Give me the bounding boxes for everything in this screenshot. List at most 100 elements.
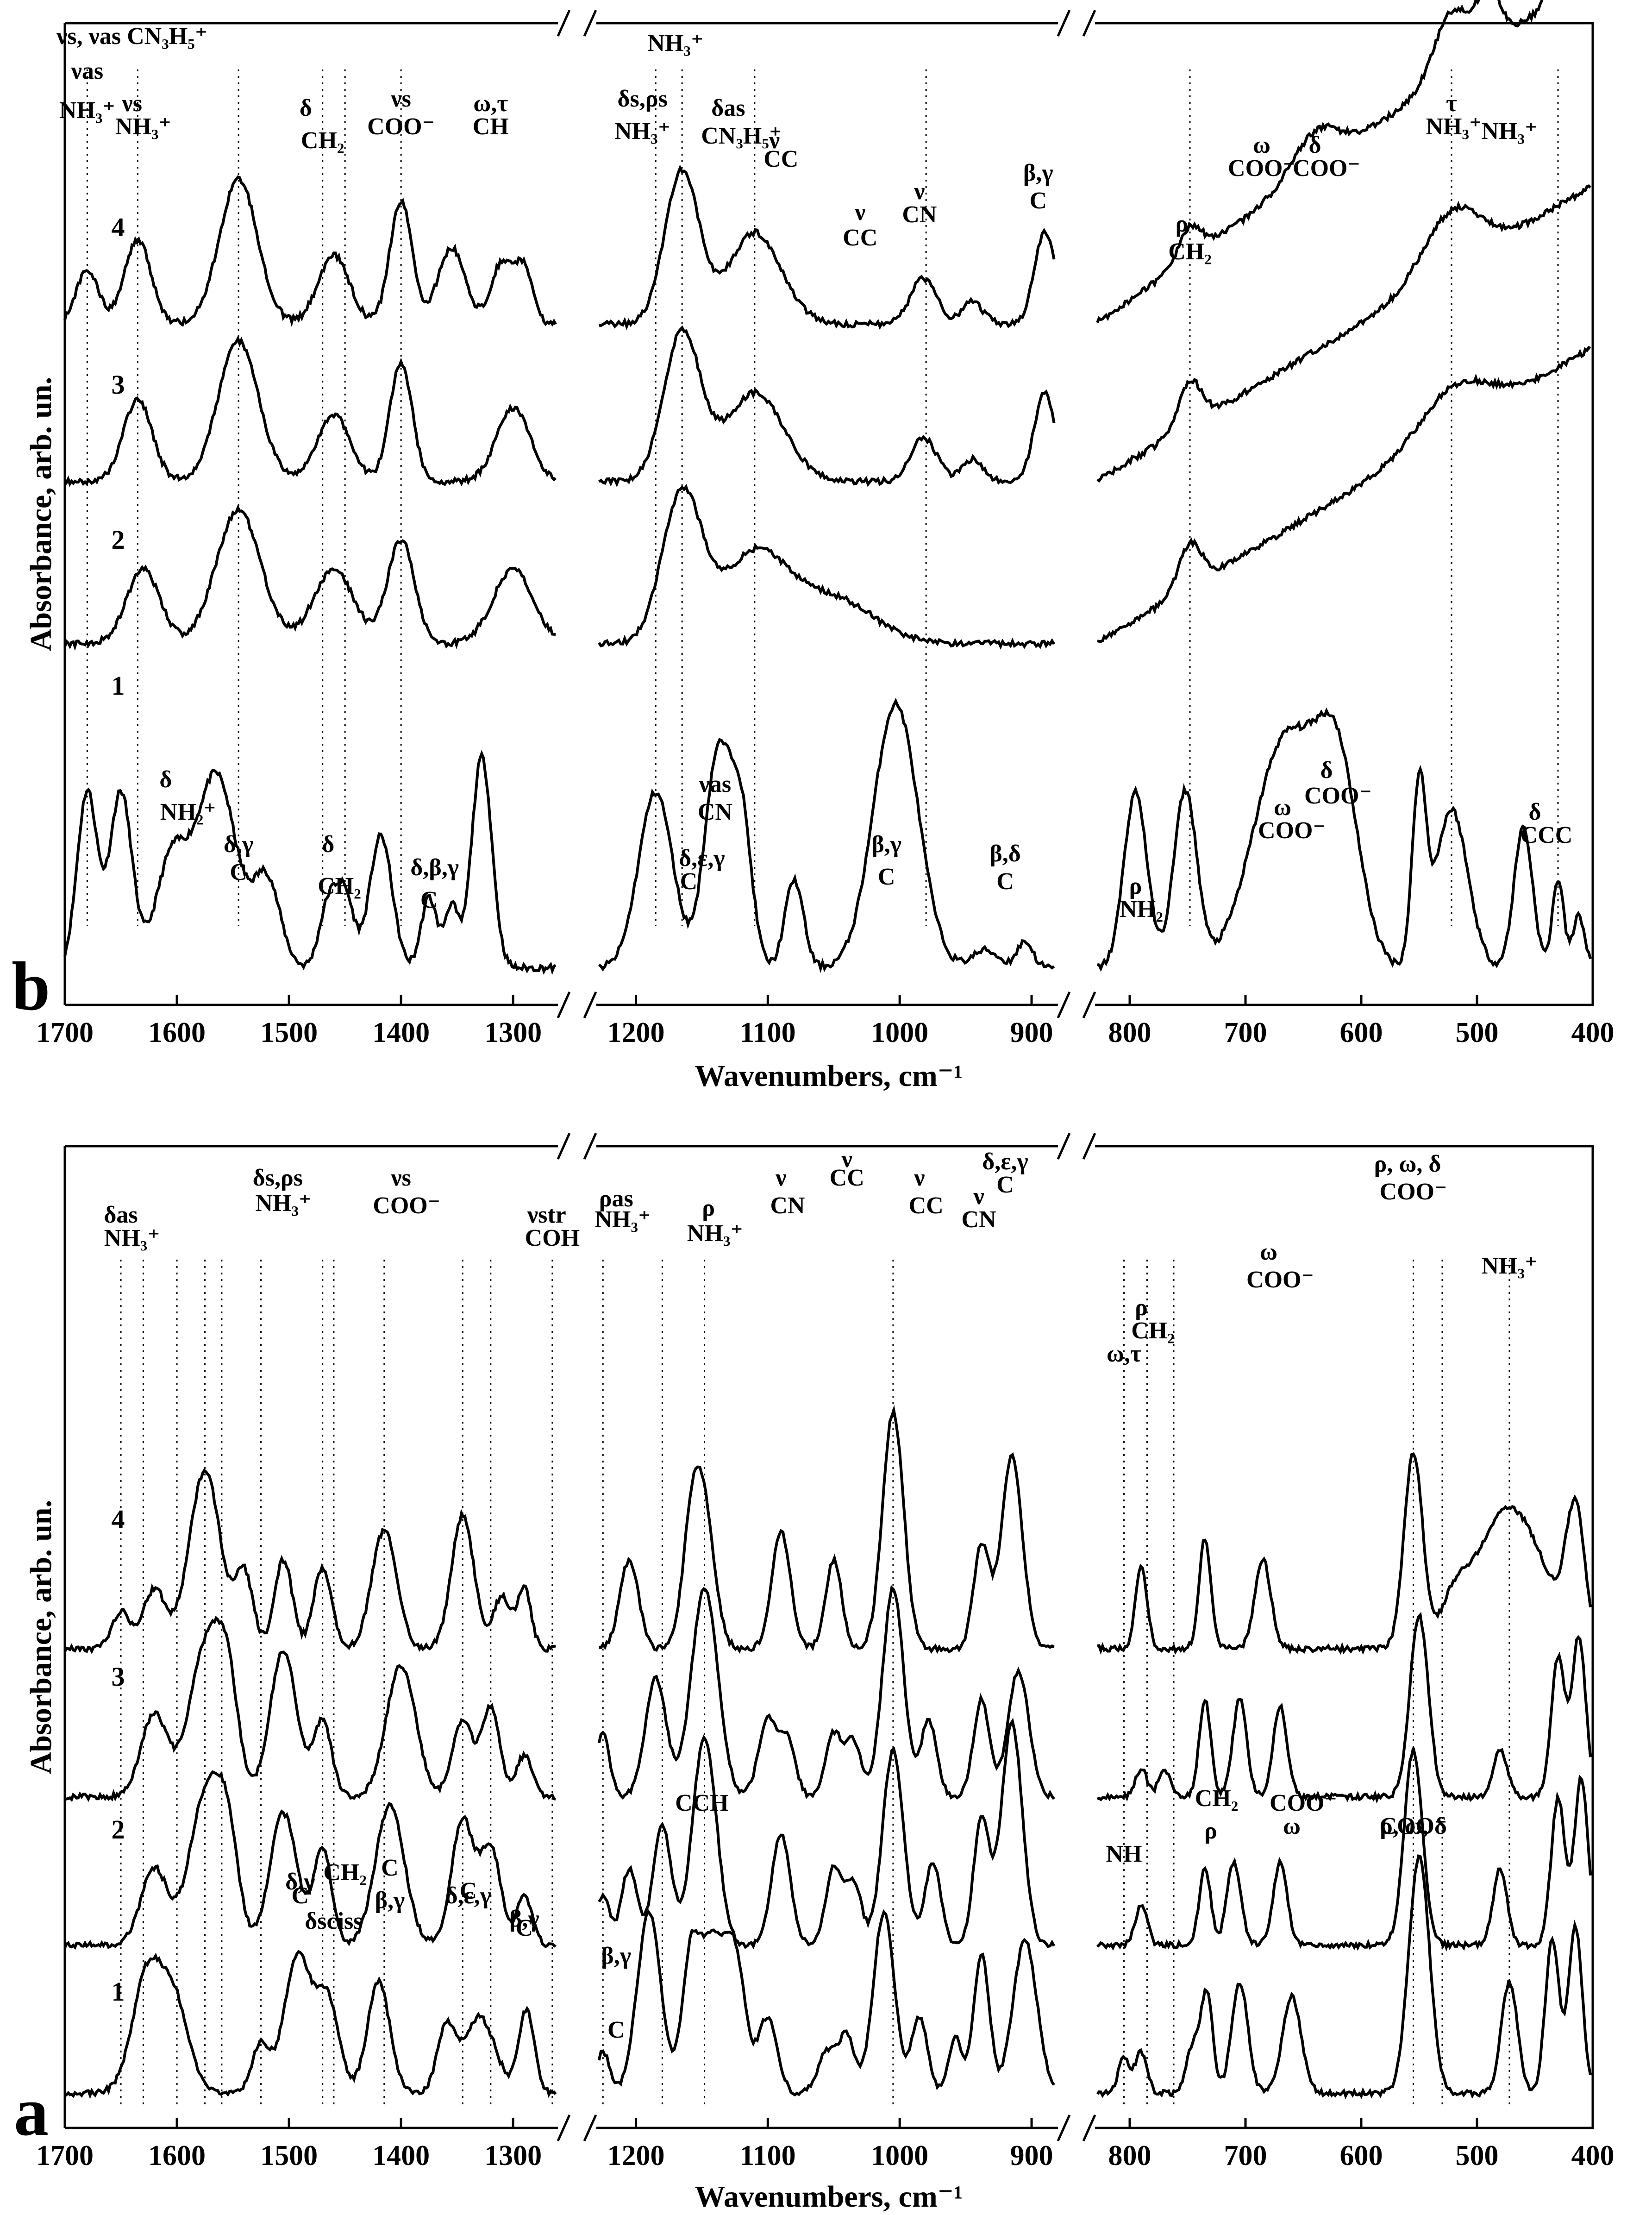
panel-a-band-annotation: ν xyxy=(973,1183,984,1210)
panel-b-traces xyxy=(63,0,1592,975)
panel-b-trace-number: 1 xyxy=(112,671,125,701)
panel-a-xlabel: Wavenumbers, cm⁻¹ xyxy=(695,2180,963,2214)
spectrum-a-3-segment-2 xyxy=(597,1585,1055,1800)
panel-b-band-annotation: δ,β,γ xyxy=(410,854,459,881)
panel-b-band-annotation: ν xyxy=(854,199,865,226)
spectrum-b-3-segment-2 xyxy=(598,325,1056,488)
panel-a-band-annotation: C xyxy=(292,1882,309,1909)
panel-a-ylabel: Absorbance, arb. un. xyxy=(24,1500,58,1774)
panel-b-band-annotation: νs, νas CN₃H₅⁺ xyxy=(56,23,207,50)
panel-a-band-annotation: COO⁻ xyxy=(1380,1179,1447,1205)
panel-b-band-annotation: ν xyxy=(914,178,925,205)
panel-b-trace-number: 4 xyxy=(112,212,125,242)
spectrum-b-1-segment-2 xyxy=(598,697,1055,973)
panel-a-band-annotation: ρ, ω, δ xyxy=(1380,1813,1447,1839)
panel-a-band-annotation: COO⁻ xyxy=(373,1192,440,1219)
panel-a-band-annotation: C xyxy=(607,2017,625,2043)
panel-b-band-annotation: δ xyxy=(322,831,334,858)
panel-b-band-annotation: NH₂ xyxy=(1120,896,1163,922)
panel-a-band-annotation: δ,ε,γ xyxy=(445,1882,492,1909)
panel-a-trace-number: 1 xyxy=(112,1977,125,2007)
panel-b-band-annotation: νas xyxy=(71,58,103,84)
spectrum-a-3-segment-3 xyxy=(1096,1612,1592,1804)
panel-b-band-annotation: CC xyxy=(763,146,798,172)
panel-b-band-annotation: CH₂ xyxy=(301,127,344,154)
panel-a-band-annotation: ρas xyxy=(599,1186,633,1212)
panel-a-band-annotation: NH₃⁺ xyxy=(687,1220,743,1247)
panel-a-band-annotation: CH₂ xyxy=(1195,1785,1239,1812)
panel-b-band-annotation: δas xyxy=(711,95,745,121)
panel-b-band-annotation: δs,ρs xyxy=(618,86,668,112)
panel-b-band-annotation: δ,ε,γ xyxy=(679,845,725,872)
panel-a-band-annotation: ω xyxy=(1260,1239,1277,1265)
panel-a-band-annotation: β,γ xyxy=(375,1887,405,1914)
panel-a-tick-label: 500 xyxy=(1456,2140,1499,2171)
panel-b-band-annotation: CCC xyxy=(1521,822,1573,848)
panel-b-band-annotation: δ xyxy=(300,95,312,121)
panel-b-band-annotation: NH₃⁺ xyxy=(647,30,703,56)
panel-a-axis-break-marks xyxy=(557,1132,1096,2142)
panel-b-band-annotation: β,γ xyxy=(1023,160,1053,186)
panel-a-band-annotation: ρ xyxy=(1135,1294,1148,1321)
panel-a-tick-label: 1200 xyxy=(607,2140,664,2171)
panel-a-band-annotation: CCH xyxy=(675,1790,729,1816)
spectrum-a-3-segment-1 xyxy=(64,1615,556,1802)
panel-a-band-annotation: CC xyxy=(830,1165,864,1191)
panel-b-tick-label: 700 xyxy=(1224,1017,1267,1048)
panel-a-band-annotation: CH₂ xyxy=(323,1859,367,1886)
panel-a-band-annotation: NH₃⁺ xyxy=(594,1206,651,1233)
panel-b-axis-break-marks xyxy=(557,9,1096,1019)
panel-b-tick-label: 1100 xyxy=(740,1017,796,1048)
panel-a-trace-numbers: 1 2 3 4 xyxy=(112,1504,125,2007)
panel-b-band-annotation: NH₃⁺ xyxy=(115,113,171,140)
panel-a-tick-label: 400 xyxy=(1571,2140,1614,2171)
panel-a-x-ticks: 1700 1600 1500 1400 1300 1200 1100 1000 900 800 70… xyxy=(36,2118,1614,2171)
panel-a-band-annotation: C xyxy=(381,1855,399,1881)
panel-a-band-annotation: ρ xyxy=(702,1195,715,1221)
panel-a-band-annotation: β,γ xyxy=(601,1943,631,1969)
panel-a-band-annotation: NH₃⁺ xyxy=(1481,118,1537,144)
panel-a-band-annotation: CH₂ xyxy=(1131,1318,1175,1344)
spectrum-b-2-segment-2 xyxy=(598,484,1056,650)
panel-b-xlabel: Wavenumbers, cm⁻¹ xyxy=(695,1059,963,1093)
panel-a-band-annotation: δ,ε,γ xyxy=(982,1148,1028,1175)
panel-b-reference-lines xyxy=(86,69,1559,926)
panel-b-tick-label: 900 xyxy=(1010,1017,1053,1048)
panel-a-tick-label: 800 xyxy=(1108,2140,1151,2171)
panel-a-reference-lines xyxy=(120,1260,1510,2107)
spectrum-a-4-segment-2 xyxy=(599,1405,1055,1654)
panel-b-band-annotation: C xyxy=(996,868,1014,895)
panel-a-letter: a xyxy=(14,2073,49,2150)
panel-a-tick-label: 1000 xyxy=(871,2140,928,2171)
panel-a-band-annotation: ρ xyxy=(1204,1818,1217,1844)
panel-a-band-annotation: NH₃⁺ xyxy=(255,1190,311,1217)
panel-a-band-annotation: ν xyxy=(841,1146,852,1173)
panel-a-tick-label: 600 xyxy=(1340,2140,1383,2171)
panel-a-band-annotation: NH₃⁺ xyxy=(1481,1253,1537,1279)
panel-a-band-annotation: C xyxy=(460,1878,477,1904)
panel-b-tick-label: 1600 xyxy=(148,1017,206,1048)
panel-a-tick-label: 1300 xyxy=(484,2140,542,2171)
panel-b-band-annotation: COO⁻ xyxy=(1258,817,1326,844)
panel-b-tick-label: 500 xyxy=(1456,1017,1499,1048)
spectrum-b-1-segment-1 xyxy=(63,750,557,975)
spectrum-a-1-segment-1 xyxy=(64,1950,557,2099)
panel-b-band-annotation: ν xyxy=(769,127,780,154)
panel-b-tick-label: 1000 xyxy=(871,1017,928,1048)
panel-a-tick-label: 1500 xyxy=(260,2140,318,2171)
panel-a-band-annotation: COO⁻ xyxy=(1380,1813,1447,1839)
panel-b-tick-label: 1700 xyxy=(36,1017,94,1048)
panel-b-band-annotation: COO⁻ xyxy=(1293,155,1360,182)
panel-a-band-annotation: COO⁻ xyxy=(1270,1790,1337,1816)
panel-b-band-annotation: CC xyxy=(843,225,877,251)
panel-b-band-annotation: CN xyxy=(698,799,732,825)
panel-a-trace-number: 4 xyxy=(112,1504,125,1534)
panel-a-band-annotation: ν xyxy=(914,1165,925,1191)
panel-b-trace-number: 3 xyxy=(112,370,125,400)
spectrum-b-4-segment-1 xyxy=(63,175,557,327)
panel-a-tick-label: 1100 xyxy=(740,2140,796,2171)
panel-b-band-annotation: C xyxy=(1029,188,1047,214)
panel-b-band-annotation: ω,τ xyxy=(473,90,508,117)
panel-a-band-annotation: β,γ xyxy=(509,1906,539,1932)
panel-a-band-annotation: CC xyxy=(909,1192,944,1219)
